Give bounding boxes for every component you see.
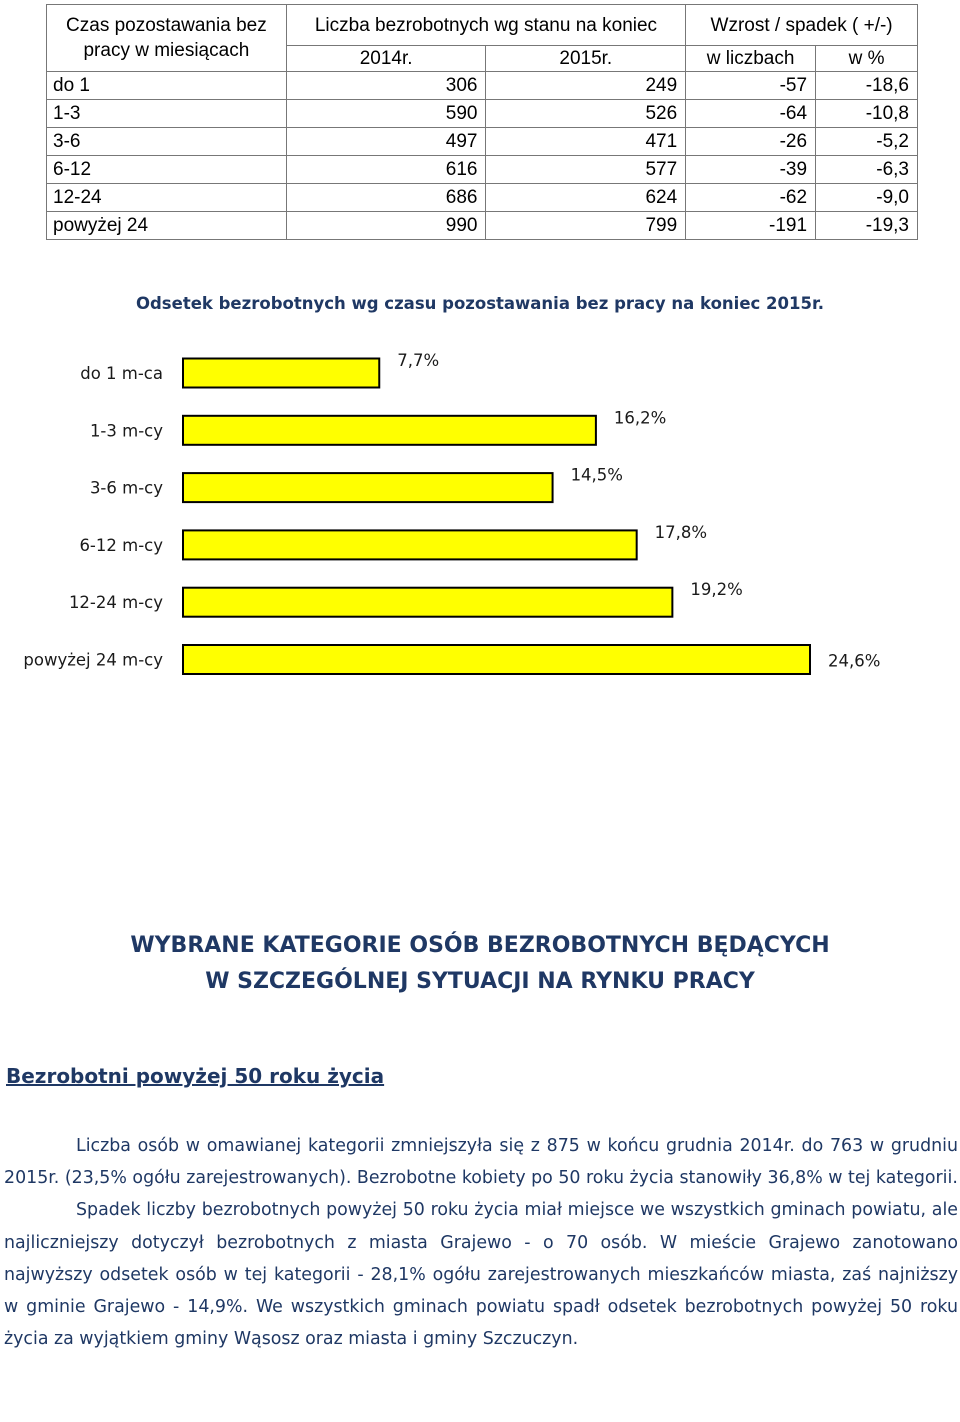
- bar: [182, 472, 554, 504]
- cell-2015: 624: [485, 183, 687, 212]
- row-label: 1-3: [46, 99, 287, 128]
- table-row: 1-3 590 526 -64 -10,8: [46, 99, 918, 128]
- chart-title: Odsetek bezrobotnych wg czasu pozostawan…: [135, 294, 825, 313]
- row-label: do 1: [46, 71, 287, 100]
- table-row: do 1 306 249 -57 -18,6: [46, 71, 918, 100]
- cell-2014: 686: [285, 183, 487, 212]
- cell-diff: -64: [685, 99, 817, 128]
- value-label: 16,2%: [614, 408, 666, 427]
- bar: [182, 644, 811, 675]
- cell-2014: 990: [285, 211, 487, 240]
- header-change: Wzrost / spadek ( +/-): [685, 4, 918, 46]
- row-label: 3-6: [46, 127, 287, 156]
- row-label: powyżej 24: [46, 211, 287, 240]
- cell-2014: 590: [285, 99, 487, 128]
- paragraph: Liczba osób w omawianej kategorii zmniej…: [4, 1136, 958, 1189]
- cell-diff: -191: [685, 211, 817, 240]
- category-label: do 1 m-ca: [80, 364, 163, 383]
- bar: [182, 529, 638, 561]
- value-label: 14,5%: [571, 466, 623, 485]
- section-heading-line2: W SZCZEGÓLNEJ SYTUACJI NA RYNKU PRACY: [205, 969, 755, 994]
- value-label: 24,6%: [828, 652, 880, 671]
- cell-2014: 497: [285, 127, 487, 156]
- category-label: 12-24 m-cy: [69, 593, 163, 612]
- cell-diff: -62: [685, 183, 817, 212]
- subheader-number: w liczbach: [685, 45, 817, 72]
- header-duration: Czas pozostawania bez pracy w miesiącach: [46, 4, 287, 72]
- category-label: 6-12 m-cy: [79, 536, 163, 555]
- cell-pct: -6,3: [815, 155, 918, 184]
- bar: [182, 414, 597, 446]
- cell-diff: -57: [685, 71, 817, 100]
- paragraph: Spadek liczby bezrobotnych powyżej 50 ro…: [4, 1200, 958, 1350]
- bar: [182, 586, 674, 618]
- subheader-2014: 2014r.: [285, 45, 487, 72]
- section-heading: WYBRANE KATEGORIE OSÓB BEZROBOTNYCH BĘDĄ…: [0, 928, 960, 1000]
- row-label: 12-24: [46, 183, 287, 212]
- duration-bar-chart: do 1 m-ca 7,7% 1-3 m-cy 16,2% 3-6 m-cy 14,5% 6…: [23, 351, 880, 675]
- value-label: 19,2%: [690, 580, 742, 599]
- row-label: 6-12: [46, 155, 287, 184]
- cell-pct: -19,3: [815, 211, 918, 240]
- cell-pct: -5,2: [815, 127, 918, 156]
- cell-pct: -9,0: [815, 183, 918, 212]
- table-row: 3-6 497 471 -26 -5,2: [46, 127, 918, 156]
- cell-diff: -39: [685, 155, 817, 184]
- cell-2014: 616: [285, 155, 487, 184]
- cell-2014: 306: [285, 71, 487, 100]
- cell-2015: 799: [485, 211, 687, 240]
- bar: [182, 357, 381, 389]
- table-row: powyżej 24 990 799 -191 -19,3: [46, 211, 918, 240]
- subheader-percent: w %: [815, 45, 918, 72]
- cell-2015: 526: [485, 99, 687, 128]
- value-label: 17,8%: [655, 523, 707, 542]
- cell-pct: -10,8: [815, 99, 918, 128]
- header-unemployed-count: Liczba bezrobotnych wg stanu na koniec: [285, 4, 687, 46]
- cell-2015: 577: [485, 155, 687, 184]
- subsection-heading: Bezrobotni powyżej 50 roku życia: [6, 1064, 385, 1088]
- category-label: powyżej 24 m-cy: [23, 651, 163, 670]
- cell-2015: 471: [485, 127, 687, 156]
- subheader-2015: 2015r.: [485, 45, 687, 72]
- table-row: 12-24 686 624 -62 -9,0: [46, 183, 918, 212]
- cell-diff: -26: [685, 127, 817, 156]
- body-text: Liczba osób w omawianej kategorii zmniej…: [4, 1130, 958, 1355]
- category-label: 3-6 m-cy: [90, 479, 163, 498]
- table-row: 6-12 616 577 -39 -6,3: [46, 155, 918, 184]
- section-heading-line1: WYBRANE KATEGORIE OSÓB BEZROBOTNYCH BĘDĄ…: [130, 933, 830, 958]
- category-label: 1-3 m-cy: [90, 421, 163, 440]
- value-label: 7,7%: [397, 351, 439, 370]
- cell-pct: -18,6: [815, 71, 918, 100]
- unemployment-duration-table: Czas pozostawania bez pracy w miesiącach…: [46, 4, 918, 240]
- cell-2015: 249: [485, 71, 687, 100]
